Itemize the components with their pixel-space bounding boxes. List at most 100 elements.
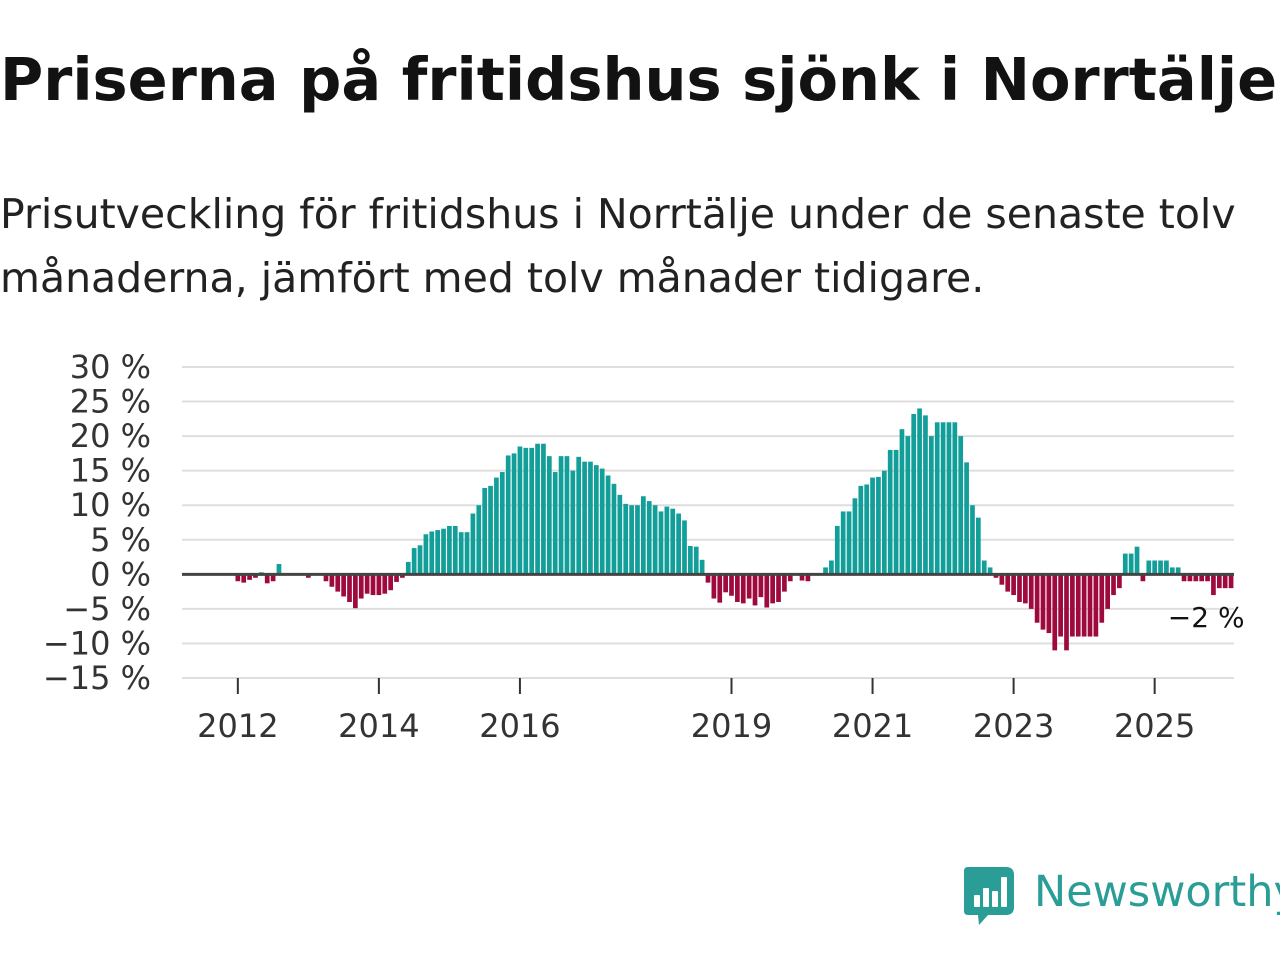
bar xyxy=(1070,574,1075,637)
bar xyxy=(652,505,658,575)
bar xyxy=(1075,574,1081,637)
bar xyxy=(470,513,476,575)
bar xyxy=(564,456,570,575)
bar xyxy=(629,505,634,575)
y-tick-label: 15 % xyxy=(70,452,151,490)
bar xyxy=(711,574,717,599)
bar xyxy=(881,470,887,575)
bar xyxy=(517,446,523,575)
y-tick-label: 5 % xyxy=(90,521,151,559)
bar xyxy=(1222,574,1228,589)
bar xyxy=(447,525,452,575)
y-tick-label: −10 % xyxy=(43,624,151,662)
bar xyxy=(476,505,482,575)
bar xyxy=(864,484,870,575)
bar xyxy=(588,461,593,575)
bar xyxy=(735,574,740,602)
bar xyxy=(499,472,505,575)
bar xyxy=(405,561,411,575)
bar-chart: 30 %25 %20 %15 %10 %5 %0 %−5 %−10 %−15 %… xyxy=(43,348,1245,745)
bar xyxy=(834,525,840,575)
bar xyxy=(934,422,940,575)
bar xyxy=(429,531,435,575)
bar xyxy=(253,574,258,578)
bar xyxy=(323,574,329,582)
bar xyxy=(975,517,981,575)
bar xyxy=(1064,574,1069,651)
bar xyxy=(458,532,464,575)
bar xyxy=(746,574,752,599)
bar xyxy=(1046,574,1052,634)
bar xyxy=(523,447,529,575)
bar xyxy=(858,485,864,575)
bar xyxy=(664,506,670,575)
bar xyxy=(1152,560,1158,575)
bar xyxy=(1169,567,1175,575)
bar xyxy=(917,408,922,575)
bar xyxy=(1128,553,1134,575)
bar xyxy=(1099,574,1105,623)
bar xyxy=(899,429,905,575)
bar xyxy=(552,472,558,575)
bar xyxy=(1146,560,1152,575)
x-tick-label: 2021 xyxy=(832,707,913,745)
bar xyxy=(682,520,687,575)
bar xyxy=(1216,574,1222,589)
bar xyxy=(605,475,611,575)
bar xyxy=(1187,574,1193,582)
bar xyxy=(358,574,364,599)
bar xyxy=(1117,574,1122,589)
bar xyxy=(570,470,576,575)
bar xyxy=(641,496,646,575)
bar xyxy=(388,574,393,591)
x-tick-label: 2012 xyxy=(197,707,278,745)
newsworthy-logo[interactable]: Newsworthy xyxy=(962,864,1280,926)
bar xyxy=(764,574,770,608)
bar xyxy=(488,485,493,575)
bar xyxy=(693,546,699,575)
bar xyxy=(329,574,335,587)
bar xyxy=(840,511,846,575)
bar xyxy=(599,468,605,575)
bar xyxy=(247,574,252,580)
y-axis-tick-labels: 30 %25 %20 %15 %10 %5 %0 %−5 %−10 %−15 % xyxy=(43,348,151,697)
bar xyxy=(1205,574,1210,582)
bar xyxy=(417,545,423,575)
y-tick-label: 30 % xyxy=(70,348,151,386)
bars xyxy=(235,408,1234,651)
bar xyxy=(852,498,858,575)
bar xyxy=(370,574,376,596)
bar xyxy=(846,511,852,575)
bar xyxy=(611,483,617,575)
bar xyxy=(752,574,758,606)
bar xyxy=(482,487,488,575)
bar xyxy=(541,443,546,575)
bar xyxy=(1175,567,1181,575)
bar xyxy=(1158,560,1163,575)
bar xyxy=(699,559,705,575)
bar xyxy=(441,528,446,575)
y-tick-label: 10 % xyxy=(70,486,151,524)
bar xyxy=(723,574,728,593)
bar xyxy=(1023,574,1028,604)
bar xyxy=(400,574,405,578)
bar xyxy=(423,534,429,575)
bar xyxy=(823,567,828,575)
y-tick-label: 20 % xyxy=(70,417,151,455)
bar xyxy=(1011,574,1016,596)
bar xyxy=(623,503,629,575)
bar xyxy=(264,574,270,584)
bar xyxy=(729,574,734,596)
bar xyxy=(306,574,311,578)
bar xyxy=(1005,574,1011,592)
bar xyxy=(740,574,746,604)
bar xyxy=(1193,574,1199,582)
bar xyxy=(829,560,834,575)
bar xyxy=(964,462,969,575)
bar xyxy=(787,574,793,582)
bar xyxy=(511,453,517,575)
newsworthy-logo-icon xyxy=(964,867,1014,925)
bar xyxy=(1199,574,1205,582)
bar xyxy=(658,511,664,575)
bar xyxy=(923,415,928,575)
